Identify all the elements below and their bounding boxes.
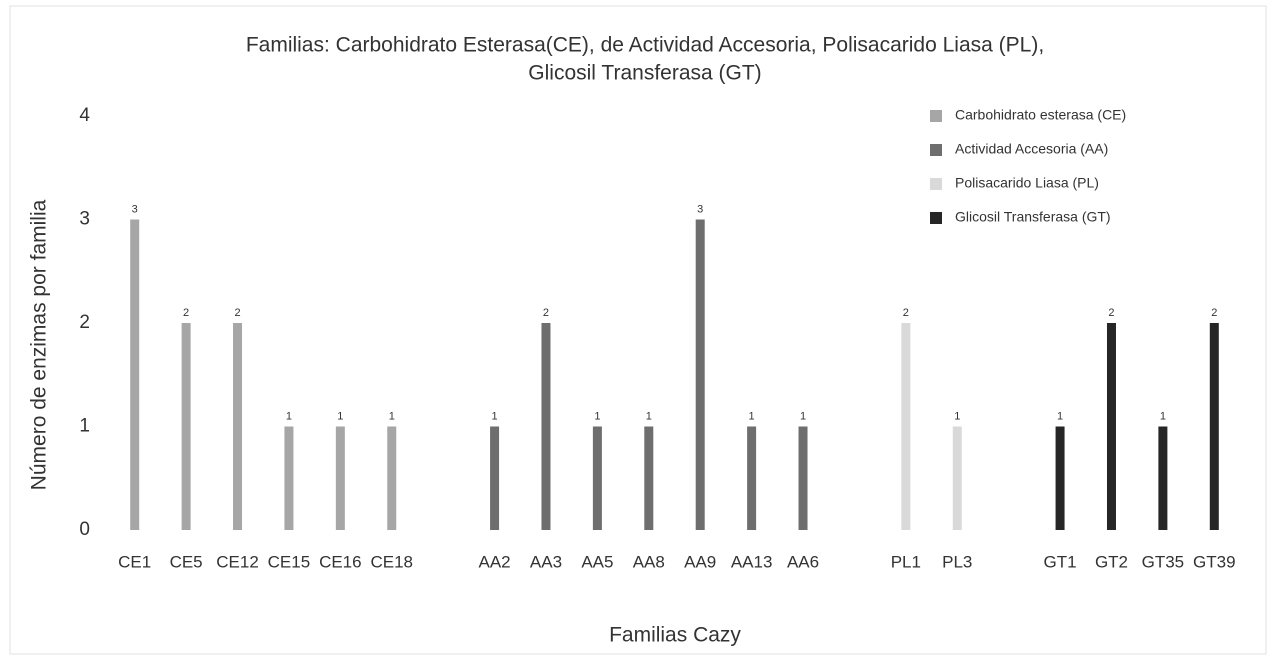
data-label: 2 [543, 307, 549, 319]
x-tick-label: CE18 [370, 552, 413, 571]
data-label: 3 [697, 203, 703, 215]
data-label: 2 [1108, 307, 1114, 319]
x-tick-label: AA2 [478, 552, 510, 571]
y-tick-label: 2 [79, 312, 90, 333]
x-tick-label: GT35 [1142, 552, 1185, 571]
bar [1106, 323, 1116, 530]
x-axis-label: Familias Cazy [609, 624, 741, 647]
legend-swatch [930, 144, 942, 156]
y-tick-label: 4 [79, 105, 90, 126]
data-label: 1 [286, 410, 292, 422]
x-tick-label: CE1 [118, 552, 151, 571]
bar [233, 323, 243, 530]
bar [335, 426, 345, 530]
x-tick-label: AA5 [581, 552, 613, 571]
x-tick-label: CE5 [170, 552, 203, 571]
data-label: 2 [903, 307, 909, 319]
data-label: 1 [389, 410, 395, 422]
data-label: 1 [800, 410, 806, 422]
x-tick-label: CE15 [268, 552, 311, 571]
x-tick-label: GT1 [1044, 552, 1077, 571]
x-tick-label: AA8 [633, 552, 665, 571]
x-tick-label: AA13 [731, 552, 773, 571]
data-label: 1 [492, 410, 498, 422]
data-label: 1 [646, 410, 652, 422]
x-tick-label: GT2 [1095, 552, 1128, 571]
y-tick-label: 0 [79, 519, 90, 540]
bar [901, 323, 911, 530]
x-tick-label: CE12 [216, 552, 259, 571]
chart-title: Familias: Carbohidrato Esterasa(CE), de … [246, 34, 1044, 57]
bar [952, 426, 962, 530]
legend-label: Glicosil Transferasa (GT) [955, 209, 1111, 225]
bar [541, 323, 551, 530]
data-label: 2 [183, 307, 189, 319]
chart-frame [9, 5, 1267, 655]
data-label: 3 [132, 203, 138, 215]
data-label: 1 [337, 410, 343, 422]
bar [387, 426, 397, 530]
x-tick-label: AA9 [684, 552, 716, 571]
data-label: 2 [1211, 307, 1217, 319]
legend-swatch [930, 110, 942, 122]
x-tick-label: GT39 [1193, 552, 1236, 571]
bar [644, 426, 654, 530]
bar [798, 426, 808, 530]
chart-title: Glicosil Transferasa (GT) [528, 62, 761, 85]
y-tick-label: 1 [79, 416, 90, 437]
bar [284, 426, 294, 530]
bar [592, 426, 602, 530]
legend-swatch [930, 212, 942, 224]
bar [490, 426, 500, 530]
bar [130, 219, 140, 530]
x-tick-label: AA6 [787, 552, 819, 571]
data-label: 1 [954, 410, 960, 422]
legend-label: Polisacarido Liasa (PL) [955, 175, 1099, 191]
bar [1209, 323, 1219, 530]
legend-label: Carbohidrato esterasa (CE) [955, 107, 1126, 123]
bar [181, 323, 191, 530]
legend-label: Actividad Accesoria (AA) [955, 141, 1108, 157]
y-tick-label: 3 [79, 209, 90, 230]
bar [695, 219, 705, 530]
bar [747, 426, 757, 530]
data-label: 1 [594, 410, 600, 422]
data-label: 1 [749, 410, 755, 422]
legend-swatch [930, 178, 942, 190]
x-tick-label: PL3 [942, 552, 972, 571]
data-label: 1 [1057, 410, 1063, 422]
y-axis-label: Número de enzimas por familia [28, 199, 51, 490]
data-label: 2 [234, 307, 240, 319]
x-tick-label: CE16 [319, 552, 362, 571]
bar [1055, 426, 1065, 530]
bar [1158, 426, 1168, 530]
x-tick-label: PL1 [891, 552, 921, 571]
data-label: 1 [1160, 410, 1166, 422]
x-tick-label: AA3 [530, 552, 562, 571]
